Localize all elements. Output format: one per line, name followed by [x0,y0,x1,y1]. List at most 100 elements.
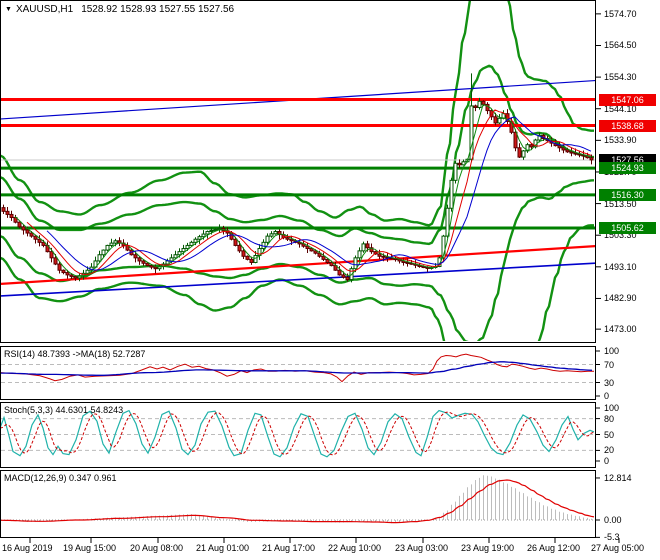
bear-candle-body [145,262,150,267]
bear-candle-body [233,238,238,246]
bull-candle-body [189,241,194,246]
bear-candle-body [561,147,566,151]
bear-candle-body [33,235,38,240]
bear-candle-body [249,258,254,263]
ohlc-values: 1528.92 1528.93 1527.55 1527.56 [81,4,235,15]
rsi-line [1,353,594,383]
bear-candle-body [565,149,570,153]
bull-candle-body [205,230,210,235]
bull-candle-body [453,162,458,181]
bear-candle-body [29,232,34,237]
macd-indicator-label: MACD(12,26,9) 0.347 0.961 [4,473,117,483]
bear-candle-body [317,252,322,257]
ma-mid-line [26,109,592,275]
bull-candle-body [361,243,366,252]
bull-candle-body [181,248,186,253]
bull-candle-body [101,249,106,256]
bear-candle-body [405,261,410,264]
mid-red-trendline[interactable] [1,245,596,285]
bear-candle-body [73,275,78,279]
stoch-main-line [1,409,595,458]
bear-candle-body [137,257,142,262]
bull-candle-body [357,250,362,259]
bull-candle-body [497,117,502,124]
bear-candle-body [149,265,154,268]
bear-candle-body [37,238,42,243]
bollinger-inner-upper-band [1,64,595,246]
bull-candle-body [209,229,214,232]
bear-candle-body [285,237,290,240]
macd-panel-area[interactable] [0,475,596,524]
bear-candle-body [17,221,22,228]
bear-candle-body [517,147,522,158]
bear-candle-body [557,145,562,149]
rsi-panel-area[interactable] [0,353,596,383]
bear-candle-body [241,250,246,257]
stoch-signal-line [1,411,595,456]
symbol-period-label: XAUUSD,H1 [15,4,74,15]
bear-candle-body [5,210,10,215]
bear-candle-body [529,144,534,148]
bear-candle-body [9,213,14,219]
bear-candle-body [365,243,370,249]
bear-candle-body [65,272,70,276]
bull-candle-body [449,179,454,209]
bear-candle-body [41,241,46,246]
bollinger-outer-upper-band [1,1,594,227]
bull-candle-body [437,257,442,268]
bear-candle-body [69,274,74,277]
bear-candle-body [457,162,462,166]
bull-candle-body [169,257,174,262]
bear-candle-body [481,100,486,105]
bull-candle-body [173,254,178,259]
main-chart-area[interactable] [0,0,596,431]
bull-candle-body [537,134,542,141]
bear-candle-body [153,266,158,270]
stoch-panel-area[interactable] [0,409,596,458]
rsi-indicator-label: RSI(14) 48.7393 ->MA(18) 52.7287 [4,349,146,359]
bull-candle-body [441,235,446,259]
bull-candle-body [105,244,110,251]
bear-candle-body [141,260,146,264]
bull-candle-body [477,100,482,108]
ma-fast-line [14,104,592,277]
bear-candle-body [57,263,62,271]
bear-candle-body [49,251,54,259]
bull-candle-body [521,150,526,158]
bull-candle-body [525,144,530,152]
bollinger-outer-lower-band [1,224,594,341]
bull-candle-body [253,255,258,263]
bear-candle-body [381,255,386,258]
bull-candle-body [201,233,206,238]
bear-candle-body [325,258,330,263]
bear-candle-body [61,269,66,274]
bear-candle-body [53,257,58,265]
bull-candle-body [445,207,450,237]
bear-candle-body [305,245,310,250]
bull-candle-body [265,235,270,243]
bull-candle-body [109,242,114,246]
bull-candle-body [97,254,102,262]
bull-candle-body [197,236,202,240]
bear-candle-body [133,254,138,259]
bear-candle-body [245,255,250,260]
bear-candle-body [589,157,594,161]
bear-candle-body [277,230,282,236]
lower-blue-trendline[interactable] [1,262,596,297]
macd-signal-line [1,479,595,524]
bull-candle-body [193,238,198,243]
bear-candle-body [377,253,382,257]
bull-candle-body [461,161,466,166]
bear-candle-body [569,151,574,154]
bull-candle-body [353,257,358,270]
bear-candle-body [513,131,518,149]
bear-candle-body [493,116,498,124]
stoch-indicator-label: Stoch(5,3,3) 44.6301 54.8243 [4,405,124,415]
symbol-dropdown-icon[interactable]: ▼ [5,6,12,13]
bull-candle-body [177,251,182,256]
bull-candle-body [85,269,90,274]
bear-candle-body [421,266,426,269]
bear-candle-body [321,255,326,260]
